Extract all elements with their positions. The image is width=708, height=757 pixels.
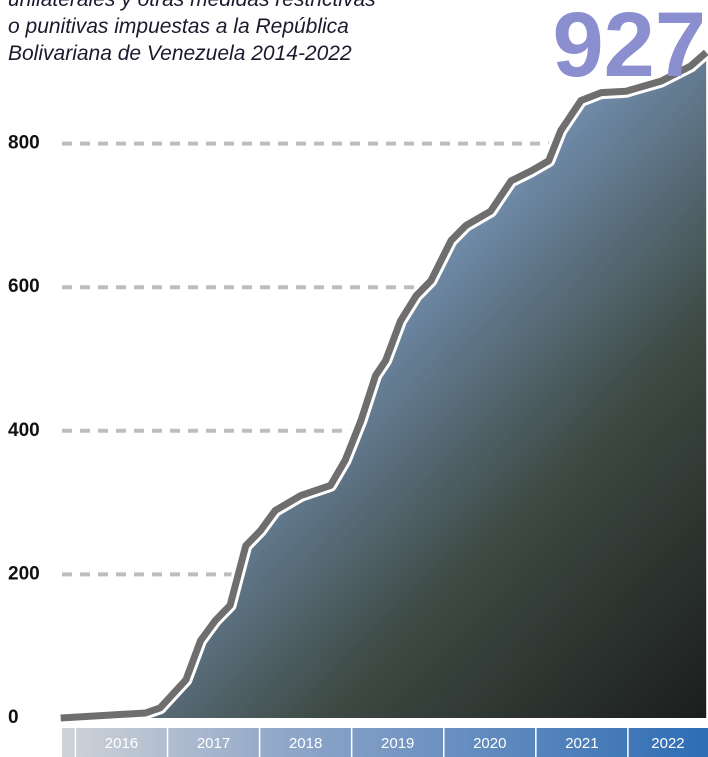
y-tick-label: 0 [8,707,19,728]
y-tick-label: 800 [8,133,40,154]
annotation: 927 [553,0,707,96]
y-tick-label: 600 [8,276,40,297]
chart-title: o punitivas impuestas a la República [8,15,349,38]
y-tick-label: 400 [8,420,40,441]
x-tick-label: 2020 [473,735,506,752]
x-tick-label: 2016 [105,735,138,752]
chart-title: unilaterales y otras medidas restrictiva… [8,0,376,11]
x-tick-label: 2019 [381,735,414,752]
area [60,52,707,718]
chart-title: Bolivariana de Venezuela 2014-2022 [8,42,352,65]
x-tick-label: 2021 [565,735,598,752]
x-tick-label: 2018 [289,735,322,752]
x-axis-band [62,728,708,757]
y-tick-label: 200 [8,563,40,584]
x-tick-label: 2017 [197,735,230,752]
line [60,49,708,722]
x-tick-label: 2022 [651,735,684,752]
